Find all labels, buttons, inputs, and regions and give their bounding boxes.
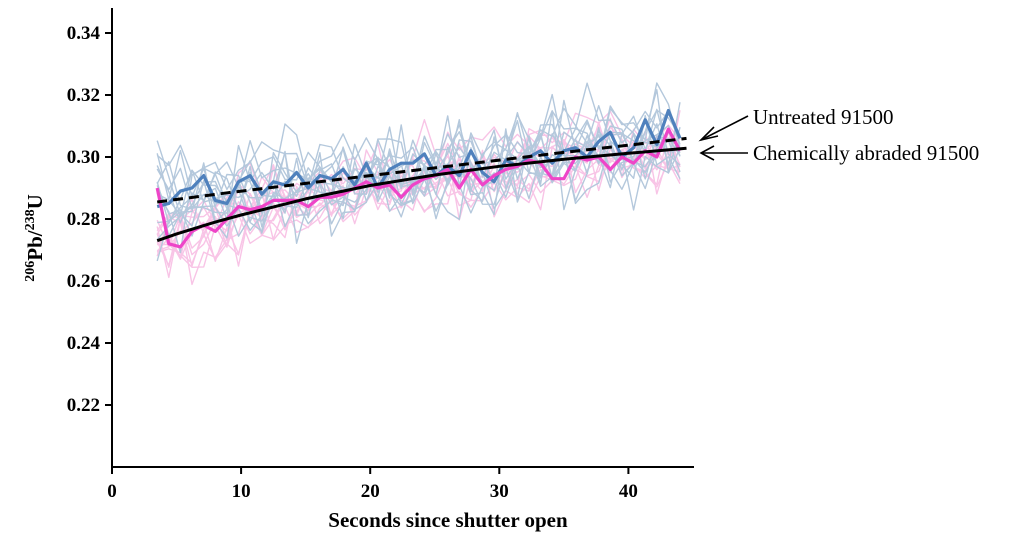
annotations: Untreated 91500 Chemically abraded 91500: [698, 105, 979, 165]
x-tick-label: 20: [361, 481, 380, 502]
y-tick-label: 0.26: [67, 271, 100, 292]
untreated-arrowhead: [698, 126, 719, 142]
y-axis-title-base-1: Pb/: [23, 229, 47, 261]
y-tick-label: 0.24: [67, 333, 101, 354]
y-tick-label: 0.32: [67, 85, 100, 106]
y-axis-title-base-2: U: [23, 194, 47, 209]
abraded-arrowhead: [699, 145, 715, 161]
y-tick-label: 0.22: [67, 395, 100, 416]
x-tick-label: 10: [232, 481, 251, 502]
untreated-fit-line: [157, 136, 687, 204]
x-axis-title: Seconds since shutter open: [328, 508, 568, 532]
y-tick-label: 0.30: [67, 147, 100, 168]
series-layer: [155, 108, 687, 249]
axes: [111, 8, 694, 468]
abraded-mean-line: [155, 127, 682, 249]
untreated-arrow-shaft: [700, 115, 749, 141]
y-tick-label: 0.28: [67, 209, 100, 230]
x-tick-label: 30: [490, 481, 509, 502]
untreated-annotation-label: Untreated 91500: [753, 105, 894, 129]
individual-runs: [156, 82, 681, 286]
y-tick-label: 0.34: [67, 23, 101, 44]
x-tick-label: 40: [619, 481, 638, 502]
untreated-run-line-2: [156, 104, 681, 241]
untreated-run-line-9: [156, 88, 681, 237]
y-axis-title-sup-1: 206: [23, 261, 38, 282]
abraded-annotation-label: Chemically abraded 91500: [753, 141, 979, 165]
ticks: 0.22 0.24 0.26 0.28 0.30 0.32 0.34 0 10 20 30 40: [67, 23, 638, 502]
abraded-fit-line: [156, 146, 687, 243]
y-axis-title-sup-2: 238: [23, 209, 38, 230]
x-tick-label: 0: [107, 481, 117, 502]
abraded-run-line-10: [156, 130, 681, 267]
y-axis-title: 206Pb/238U: [23, 194, 47, 282]
